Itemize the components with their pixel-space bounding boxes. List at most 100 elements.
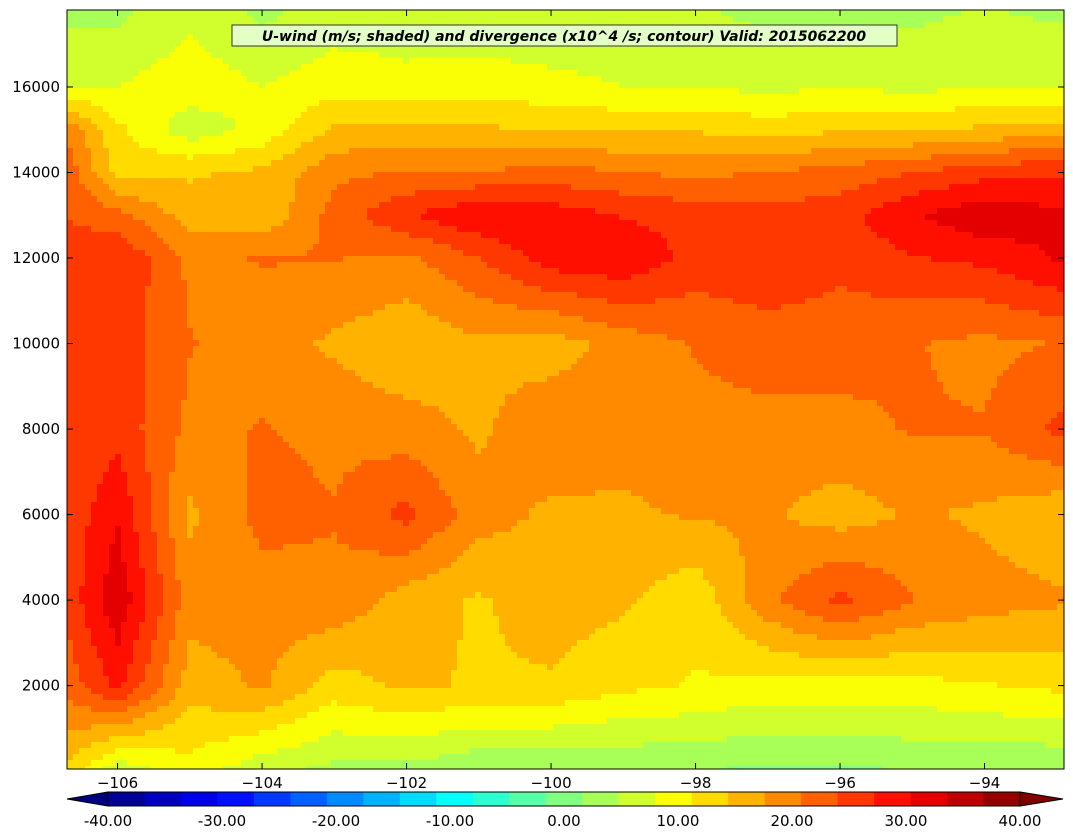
field-cell — [289, 166, 296, 173]
field-cell — [181, 106, 188, 113]
field-cell — [433, 52, 440, 59]
field-cell — [763, 178, 770, 185]
field-cell — [967, 16, 974, 23]
field-cell — [289, 118, 296, 125]
field-cell — [595, 46, 602, 53]
field-cell — [511, 124, 518, 131]
field-cell — [85, 40, 92, 47]
field-cell — [259, 160, 266, 167]
field-cell — [715, 76, 722, 83]
field-cell — [217, 118, 224, 125]
field-cell — [775, 70, 782, 77]
field-cell — [649, 16, 656, 23]
field-cell — [229, 46, 236, 53]
field-cell — [931, 34, 938, 41]
field-cell — [199, 100, 206, 107]
field-cell — [169, 76, 176, 83]
field-cell — [331, 166, 338, 173]
field-cell — [1057, 142, 1064, 149]
field-cell — [961, 58, 968, 65]
field-cell — [847, 148, 854, 155]
field-cell — [253, 58, 260, 65]
field-cell — [1039, 76, 1046, 83]
field-cell — [763, 46, 770, 53]
field-cell — [205, 154, 212, 161]
field-cell — [577, 46, 584, 53]
field-cell — [319, 46, 326, 53]
field-cell — [865, 106, 872, 113]
field-cell — [325, 136, 332, 143]
field-cell — [757, 52, 764, 59]
field-cell — [193, 22, 200, 29]
field-cell — [199, 94, 206, 101]
field-cell — [1003, 124, 1010, 131]
field-cell — [421, 10, 428, 17]
field-cell — [1033, 166, 1040, 173]
field-cell — [559, 184, 566, 191]
field-cell — [523, 166, 530, 173]
field-cell — [445, 184, 452, 191]
field-cell — [187, 76, 194, 83]
field-cell — [433, 130, 440, 137]
field-cell — [199, 142, 206, 149]
field-cell — [313, 148, 320, 155]
field-cell — [751, 88, 758, 95]
field-cell — [595, 166, 602, 173]
field-cell — [67, 106, 74, 113]
field-cell — [511, 76, 518, 83]
field-cell — [649, 112, 656, 119]
field-cell — [1033, 52, 1040, 59]
field-cell — [955, 130, 962, 137]
field-cell — [235, 124, 242, 131]
field-cell — [655, 58, 662, 65]
field-cell — [919, 22, 926, 29]
field-cell — [1003, 82, 1010, 89]
field-cell — [229, 76, 236, 83]
field-cell — [361, 70, 368, 77]
field-cell — [961, 34, 968, 41]
field-cell — [1003, 130, 1010, 137]
field-cell — [601, 70, 608, 77]
field-cell — [1027, 130, 1034, 137]
field-cell — [151, 76, 158, 83]
field-cell — [295, 160, 302, 167]
field-cell — [361, 94, 368, 101]
field-cell — [385, 124, 392, 131]
field-cell — [1009, 94, 1016, 101]
field-cell — [865, 166, 872, 173]
field-cell — [991, 184, 998, 191]
field-cell — [1009, 40, 1016, 47]
field-cell — [187, 112, 194, 119]
field-cell — [1057, 100, 1064, 107]
field-cell — [985, 106, 992, 113]
field-cell — [421, 52, 428, 59]
field-cell — [97, 148, 104, 155]
field-cell — [547, 142, 554, 149]
field-cell — [919, 34, 926, 41]
field-cell — [763, 10, 770, 17]
field-cell — [835, 184, 842, 191]
field-cell — [679, 94, 686, 101]
field-cell — [85, 82, 92, 89]
field-cell — [139, 46, 146, 53]
field-cell — [883, 16, 890, 23]
field-cell — [169, 106, 176, 113]
field-cell — [907, 142, 914, 149]
field-cell — [613, 16, 620, 23]
field-cell — [691, 142, 698, 149]
field-cell — [937, 148, 944, 155]
field-cell — [793, 46, 800, 53]
field-cell — [247, 94, 254, 101]
field-cell — [379, 46, 386, 53]
field-cell — [451, 154, 458, 161]
field-cell — [493, 142, 500, 149]
field-cell — [85, 142, 92, 149]
field-cell — [931, 130, 938, 137]
field-cell — [355, 94, 362, 101]
field-cell — [103, 58, 110, 65]
field-cell — [841, 112, 848, 119]
field-cell — [667, 136, 674, 143]
field-cell — [205, 160, 212, 167]
field-cell — [595, 136, 602, 143]
field-cell — [949, 106, 956, 113]
